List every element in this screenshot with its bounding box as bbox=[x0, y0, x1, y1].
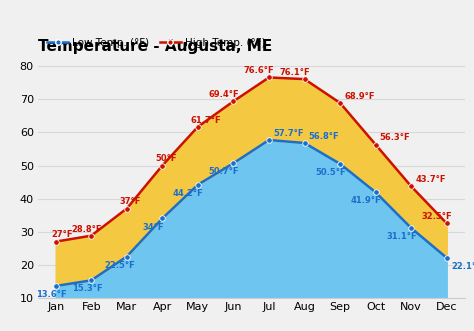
Text: 61.7°F: 61.7°F bbox=[191, 116, 221, 124]
Text: 76.6°F: 76.6°F bbox=[244, 66, 274, 75]
Text: 41.9°F: 41.9°F bbox=[351, 196, 381, 206]
High Temp. (°F) bbox=[195, 125, 201, 129]
Line: Low Temp. (°F): Low Temp. (°F) bbox=[53, 137, 449, 289]
Text: 69.4°F: 69.4°F bbox=[209, 90, 239, 99]
High Temp. (°F) bbox=[337, 101, 343, 105]
Text: 50.5°F: 50.5°F bbox=[315, 168, 346, 177]
Text: 15.3°F: 15.3°F bbox=[72, 284, 102, 294]
Text: 34°F: 34°F bbox=[143, 222, 164, 232]
Text: 50°F: 50°F bbox=[155, 154, 177, 163]
Text: 32.5°F: 32.5°F bbox=[422, 212, 452, 221]
Text: 68.9°F: 68.9°F bbox=[344, 92, 375, 101]
Line: High Temp. (°F): High Temp. (°F) bbox=[53, 75, 449, 244]
High Temp. (°F) bbox=[88, 234, 94, 238]
Text: 44.2°F: 44.2°F bbox=[173, 189, 204, 198]
High Temp. (°F) bbox=[159, 164, 165, 167]
Low Temp. (°F) bbox=[159, 216, 165, 220]
Text: 56.8°F: 56.8°F bbox=[309, 132, 339, 141]
Text: 76.1°F: 76.1°F bbox=[280, 68, 310, 77]
Text: 28.8°F: 28.8°F bbox=[72, 224, 102, 233]
Low Temp. (°F) bbox=[124, 255, 129, 259]
Text: 22.1°F: 22.1°F bbox=[451, 262, 474, 271]
Low Temp. (°F) bbox=[230, 161, 236, 165]
Text: 37°F: 37°F bbox=[120, 197, 141, 206]
High Temp. (°F) bbox=[266, 75, 272, 79]
Low Temp. (°F) bbox=[408, 226, 414, 230]
Low Temp. (°F) bbox=[266, 138, 272, 142]
Low Temp. (°F) bbox=[53, 284, 59, 288]
Low Temp. (°F) bbox=[337, 162, 343, 166]
Text: 50.7°F: 50.7°F bbox=[209, 167, 239, 176]
High Temp. (°F) bbox=[444, 221, 449, 225]
Low Temp. (°F) bbox=[373, 190, 378, 194]
Low Temp. (°F) bbox=[88, 278, 94, 282]
Text: 13.6°F: 13.6°F bbox=[36, 290, 67, 299]
High Temp. (°F) bbox=[373, 143, 378, 147]
High Temp. (°F) bbox=[53, 240, 59, 244]
Legend: Low Temp. (°F), High Temp. (°F): Low Temp. (°F), High Temp. (°F) bbox=[43, 34, 270, 52]
Text: 27°F: 27°F bbox=[52, 230, 73, 239]
High Temp. (°F) bbox=[301, 77, 307, 81]
Low Temp. (°F) bbox=[195, 183, 201, 187]
High Temp. (°F) bbox=[124, 207, 129, 211]
Text: Temperature - Augusta, ME: Temperature - Augusta, ME bbox=[38, 39, 272, 54]
Low Temp. (°F) bbox=[301, 141, 307, 145]
Text: 56.3°F: 56.3°F bbox=[380, 133, 410, 142]
Text: 57.7°F: 57.7°F bbox=[273, 129, 304, 138]
Text: 43.7°F: 43.7°F bbox=[415, 175, 446, 184]
High Temp. (°F) bbox=[230, 99, 236, 103]
High Temp. (°F) bbox=[408, 184, 414, 188]
Text: 31.1°F: 31.1°F bbox=[386, 232, 417, 241]
Text: 22.5°F: 22.5°F bbox=[105, 260, 135, 270]
Low Temp. (°F) bbox=[444, 256, 449, 260]
